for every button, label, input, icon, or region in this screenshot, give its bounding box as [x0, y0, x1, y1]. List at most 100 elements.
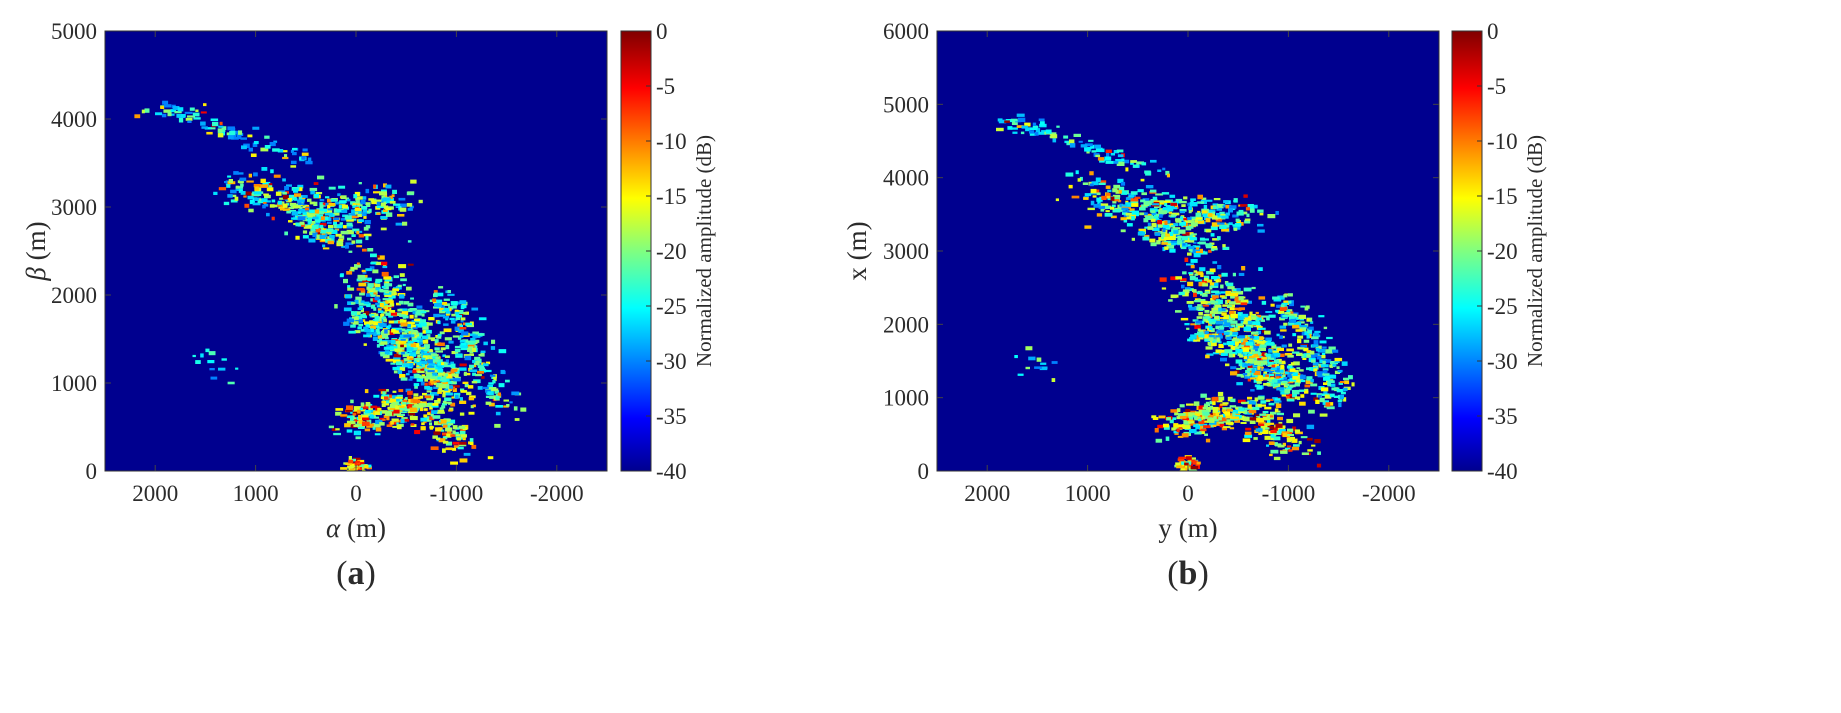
heatmap-point: [375, 328, 380, 333]
heatmap-point: [494, 423, 501, 428]
heatmap-point: [300, 195, 308, 198]
heatmap-point: [309, 221, 313, 224]
heatmap-point: [362, 196, 367, 200]
heatmap-point: [1313, 368, 1318, 372]
heatmap-point: [299, 221, 305, 225]
heatmap-point: [427, 355, 433, 359]
heatmap-point: [417, 354, 421, 358]
heatmap-point: [1087, 207, 1095, 211]
heatmap-point: [1092, 195, 1097, 198]
heatmap-point: [361, 404, 369, 409]
heatmap-point: [1209, 268, 1216, 272]
heatmap-point: [185, 117, 193, 121]
heatmap-point: [1243, 326, 1251, 332]
heatmap-point: [1219, 308, 1226, 312]
heatmap-point: [337, 241, 343, 246]
heatmap-point: [1175, 276, 1182, 280]
heatmap-point: [473, 336, 477, 339]
heatmap-point: [471, 307, 479, 311]
colorbar-tick-label: -5: [1487, 74, 1506, 99]
heatmap-point: [1261, 424, 1265, 429]
heatmap-point: [1186, 301, 1194, 304]
heatmap-point: [207, 360, 215, 364]
heatmap-point: [463, 452, 471, 456]
heatmap-point: [291, 217, 298, 220]
heatmap-point: [1129, 208, 1135, 211]
heatmap-point: [1256, 341, 1265, 345]
heatmap-point: [379, 191, 387, 196]
heatmap-point: [1320, 364, 1329, 368]
heatmap-point: [1276, 353, 1285, 357]
heatmap-point: [1298, 389, 1306, 392]
heatmap-point: [353, 463, 362, 466]
heatmap-point: [1220, 284, 1224, 289]
heatmap-point: [1279, 306, 1288, 311]
heatmap-point: [1311, 344, 1319, 348]
heatmap-point: [1131, 203, 1139, 207]
heatmap-point: [1186, 263, 1194, 266]
heatmap-point: [1274, 359, 1280, 364]
heatmap-point: [436, 305, 441, 309]
heatmap-point: [349, 213, 356, 216]
heatmap-point: [1265, 427, 1270, 430]
heatmap-point: [1277, 378, 1284, 381]
heatmap-point: [177, 107, 184, 112]
heatmap-point: [293, 197, 298, 201]
heatmap-point: [1322, 368, 1329, 371]
heatmap-point: [1189, 202, 1198, 207]
heatmap-point: [1284, 371, 1289, 375]
heatmap-point: [440, 419, 447, 424]
heatmap-point: [1142, 236, 1150, 241]
heatmap-point: [1299, 369, 1304, 372]
heatmap-point: [1164, 220, 1168, 225]
heatmap-point: [1217, 236, 1221, 241]
heatmap-point: [445, 392, 453, 396]
heatmap-point: [230, 189, 237, 194]
heatmap-point: [448, 423, 454, 426]
heatmap-point: [308, 238, 316, 243]
heatmap-point: [1226, 419, 1231, 423]
heatmap-point: [337, 193, 341, 197]
heatmap-point: [485, 389, 491, 393]
heatmap-point: [431, 405, 439, 408]
heatmap-point: [369, 325, 376, 330]
heatmap-point: [1215, 320, 1224, 325]
heatmap-point: [235, 185, 240, 189]
heatmap-point: [351, 209, 359, 214]
heatmap-point: [385, 410, 392, 416]
colorbar-label-b: Normalized amplitude (dB): [1523, 135, 1547, 367]
heatmap-point: [431, 393, 439, 396]
heatmap-point: [494, 390, 500, 394]
heatmap-point: [477, 370, 484, 374]
heatmap-point: [424, 329, 432, 334]
heatmap-point: [406, 356, 414, 360]
heatmap-point: [1267, 356, 1274, 360]
heatmap-point: [1189, 337, 1196, 342]
heatmap-point: [381, 400, 387, 404]
heatmap-point: [1182, 292, 1189, 297]
heatmap-point: [1228, 208, 1233, 213]
heatmap-point: [489, 395, 497, 399]
heatmap-point: [1120, 229, 1126, 233]
heatmap-point: [1156, 240, 1161, 245]
heatmap-point: [1284, 389, 1291, 394]
heatmap-point: [462, 436, 466, 440]
heatmap-point: [343, 307, 352, 312]
heatmap-point: [1217, 215, 1222, 218]
heatmap-point: [1225, 293, 1233, 297]
heatmap-point: [1215, 213, 1221, 216]
heatmap-point: [1182, 425, 1191, 429]
heatmap-point: [439, 384, 446, 389]
heatmap-point: [227, 135, 234, 140]
heatmap-point: [1179, 200, 1187, 204]
heatmap-point: [1271, 378, 1278, 383]
heatmap-point: [369, 328, 374, 333]
heatmap-point: [227, 126, 235, 131]
heatmap-point: [392, 366, 400, 371]
heatmap-point: [307, 218, 312, 223]
heatmap-point: [376, 295, 380, 298]
heatmap-point: [232, 194, 237, 197]
colorbar-tick-label: -20: [1487, 239, 1518, 264]
heatmap-point: [429, 425, 433, 430]
heatmap-point: [391, 295, 396, 299]
